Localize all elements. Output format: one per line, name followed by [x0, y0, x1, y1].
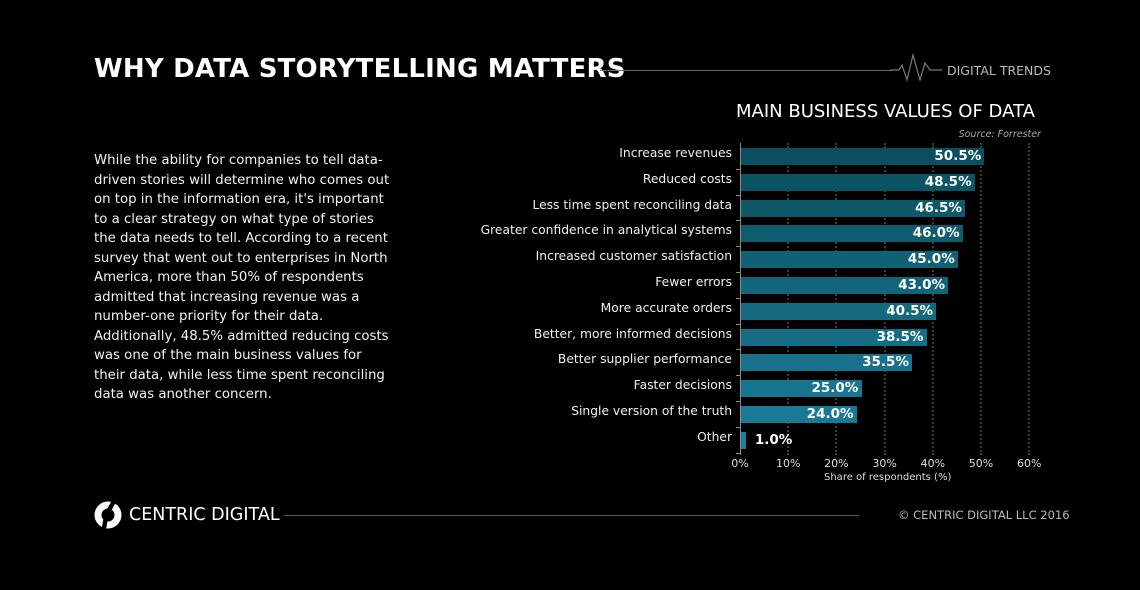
gridline [883, 143, 886, 455]
category-label: Single version of the truth [571, 404, 732, 418]
y-tick [736, 272, 740, 273]
value-label: 24.0% [806, 406, 854, 422]
value-label: 43.0% [898, 277, 946, 293]
x-axis-title: Share of respondents (%) [824, 472, 952, 483]
value-label: 38.5% [876, 328, 924, 345]
value-label: 45.0% [907, 251, 955, 268]
category-label: More accurate orders [600, 300, 732, 315]
category-label: Increased customer satisfaction [535, 249, 732, 264]
y-tick [736, 246, 740, 248]
bar [741, 380, 862, 398]
y-tick [736, 168, 740, 170]
bar-row: Greater confidence in analytical systems… [481, 220, 1030, 246]
value-label: 46.5% [915, 199, 962, 216]
bar [741, 302, 937, 320]
logo-wordmark: CENTRIC DIGITAL [129, 505, 280, 525]
intro-paragraph: While the ability for companies to tell … [94, 153, 390, 402]
page-title: WHY DATA STORYTELLING MATTERS [94, 54, 626, 84]
value-label: 48.5% [924, 173, 972, 190]
value-label: 50.5% [934, 148, 982, 164]
y-axis [740, 143, 741, 455]
centric-digital-logo-icon [94, 501, 122, 529]
bar-row: More accurate orders 40.5% [601, 298, 1030, 324]
y-tick [736, 426, 740, 428]
gridline [931, 143, 934, 455]
bar-row: Reduced costs 48.5% [643, 169, 1030, 195]
bar [741, 354, 913, 372]
brand-tag: DIGITAL TRENDS [947, 63, 1051, 78]
footer-divider [284, 515, 859, 516]
bar-row: Single version of the truth 24.0% [571, 401, 1030, 427]
gridline [787, 143, 790, 455]
gridline [1028, 143, 1031, 455]
category-label: Greater confidence in analytical systems [480, 223, 732, 238]
y-tick [736, 349, 740, 351]
category-label: Increase revenues [619, 146, 732, 160]
bar [741, 251, 958, 269]
bar-row: Less time spent reconciling data 46.5% [532, 195, 1030, 221]
y-tick [736, 452, 740, 454]
bar-row: Better, more informed decisions 38.5% [534, 324, 1030, 350]
bar-row: Fewer errors 43.0% [655, 272, 1030, 298]
value-label: 25.0% [811, 380, 859, 397]
x-tick-label: 0% [731, 457, 749, 470]
bar [741, 328, 927, 346]
y-tick [736, 297, 740, 299]
value-label: 1.0% [754, 431, 793, 448]
x-tick-label: 30% [872, 457, 897, 470]
category-label: Better supplier performance [557, 352, 732, 367]
x-tick-label: 50% [968, 457, 994, 470]
category-label: Other [697, 429, 732, 444]
bar [741, 225, 963, 243]
bar [741, 431, 746, 449]
category-label: Better, more informed decisions [533, 326, 732, 341]
x-tick-label: 40% [920, 457, 946, 470]
y-tick [736, 375, 740, 377]
bar [741, 199, 966, 217]
value-label: 46.0% [912, 225, 960, 242]
value-label: 35.5% [862, 354, 909, 371]
bar-row: Increase revenues 50.5% [619, 143, 1030, 169]
y-tick [736, 401, 740, 402]
value-label: 40.5% [886, 302, 934, 319]
category-label: Fewer errors [655, 275, 732, 289]
bar [741, 173, 975, 191]
copyright-text: © CENTRIC DIGITAL LLC 2016 [898, 508, 1070, 522]
chart-title: MAIN BUSINESS VALUES OF DATA [736, 101, 1035, 122]
pulse-line-icon [890, 53, 942, 83]
gridline [835, 143, 838, 455]
bar-row: Better supplier performance 35.5% [558, 349, 1030, 375]
bar-row: Faster decisions 25.0% [634, 375, 1030, 401]
bar [741, 406, 857, 423]
bar [741, 277, 949, 294]
bar-row: Increased customer satisfaction 45.0% [536, 246, 1030, 272]
x-tick-label: 10% [775, 457, 801, 470]
category-label: Less time spent reconciling data [532, 197, 732, 212]
y-tick [736, 194, 740, 196]
y-tick [736, 220, 740, 222]
bar [741, 148, 985, 165]
bar-chart-plot: Increase revenues 50.5% Reduced costs 48.5%… [481, 143, 1031, 455]
x-tick-label: 20% [824, 457, 849, 470]
category-label: Reduced costs [642, 171, 732, 186]
chart-source: Source: Forrester [958, 129, 1041, 140]
category-label: Faster decisions [633, 378, 732, 393]
x-tick-label: 60% [1016, 457, 1042, 470]
x-axis-labels: 0% 10% 20% 30% 40% 50% 60% [731, 457, 1042, 473]
header-divider [600, 70, 892, 71]
y-tick [736, 323, 740, 325]
gridline [980, 143, 982, 455]
bar-row: Other 1.0% [697, 427, 1030, 453]
